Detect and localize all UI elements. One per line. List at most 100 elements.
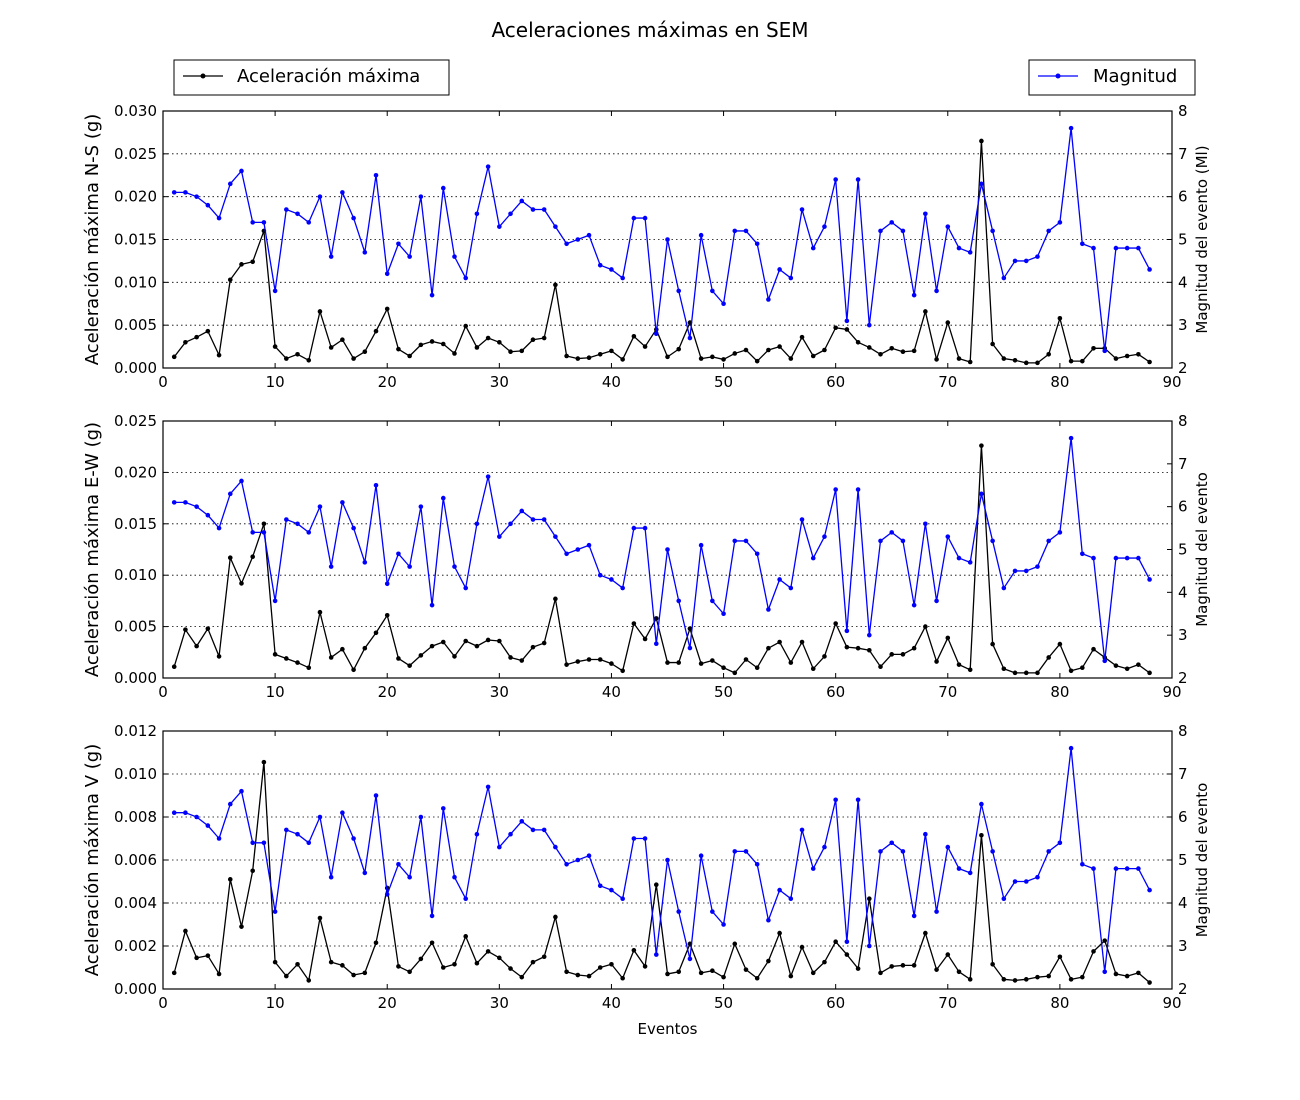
data-point-accel-ns bbox=[597, 351, 603, 357]
data-point-accel-ew bbox=[216, 654, 222, 659]
data-point-mag-ew bbox=[440, 495, 446, 501]
y2-tick-label-v: 8 bbox=[1178, 722, 1188, 740]
x-tick-label-ns: 0 bbox=[158, 373, 168, 391]
data-point-accel-ew bbox=[530, 644, 536, 650]
data-point-mag-v bbox=[766, 917, 771, 923]
data-point-accel-v bbox=[239, 924, 244, 929]
data-point-accel-v bbox=[1124, 973, 1130, 979]
y2-axis-label-v: Magnitud del evento bbox=[1193, 783, 1211, 938]
data-point-mag-ns bbox=[1080, 241, 1085, 247]
data-point-mag-v bbox=[351, 836, 356, 841]
data-point-mag-ew bbox=[250, 530, 255, 535]
y-tick-label-v: 0.002 bbox=[114, 937, 157, 955]
data-point-mag-ew bbox=[284, 517, 289, 522]
data-point-accel-v bbox=[945, 952, 951, 957]
data-point-accel-ew bbox=[855, 645, 861, 651]
data-point-mag-ns bbox=[653, 331, 659, 337]
data-point-mag-ew bbox=[687, 645, 693, 651]
y2-tick-label-ew: 4 bbox=[1178, 583, 1188, 601]
data-point-mag-v bbox=[586, 853, 592, 858]
data-point-mag-ew bbox=[508, 521, 513, 527]
data-point-accel-ew bbox=[934, 659, 939, 664]
data-point-mag-ew bbox=[833, 487, 838, 492]
data-point-accel-ew bbox=[362, 645, 368, 651]
data-point-accel-v bbox=[541, 954, 547, 960]
data-point-mag-ns bbox=[945, 224, 951, 229]
data-point-mag-ns bbox=[564, 241, 569, 247]
data-point-mag-v bbox=[205, 823, 211, 828]
data-point-accel-v bbox=[440, 965, 446, 970]
data-point-mag-ns bbox=[1012, 258, 1018, 264]
data-point-mag-ns bbox=[788, 275, 794, 281]
data-point-accel-ew bbox=[665, 660, 670, 665]
data-point-mag-ns bbox=[665, 237, 670, 242]
data-point-mag-v bbox=[1080, 862, 1085, 867]
data-point-mag-v bbox=[900, 849, 906, 854]
data-point-mag-ew bbox=[171, 500, 177, 505]
data-point-mag-ew bbox=[642, 525, 648, 531]
data-point-accel-ew bbox=[743, 657, 749, 662]
data-point-mag-v bbox=[911, 913, 917, 919]
data-point-mag-ns bbox=[979, 181, 984, 187]
y2-tick-label-ns: 6 bbox=[1178, 188, 1188, 206]
data-point-mag-v bbox=[1023, 879, 1029, 884]
y-tick-label-ew: 0.010 bbox=[114, 566, 157, 584]
data-point-accel-ns bbox=[1012, 357, 1018, 363]
y-tick-label-ns: 0.015 bbox=[114, 231, 157, 249]
data-point-mag-ns bbox=[855, 177, 861, 182]
data-point-accel-ns bbox=[911, 348, 917, 354]
data-point-accel-ew bbox=[575, 659, 581, 664]
data-point-accel-ew bbox=[878, 664, 883, 669]
data-point-accel-ew bbox=[1147, 670, 1152, 676]
x-tick-label-ns: 50 bbox=[714, 373, 733, 391]
data-point-mag-v bbox=[967, 870, 973, 876]
data-point-accel-ns bbox=[878, 351, 883, 357]
data-point-mag-v bbox=[1102, 969, 1108, 975]
data-point-accel-v bbox=[1068, 977, 1074, 982]
data-point-mag-ew bbox=[777, 577, 782, 582]
data-point-accel-ns bbox=[575, 356, 581, 361]
data-point-accel-ns bbox=[788, 356, 794, 361]
y-tick-label-v: 0.000 bbox=[114, 980, 157, 998]
data-point-accel-ew bbox=[967, 667, 973, 673]
data-point-accel-v bbox=[575, 972, 581, 978]
data-point-accel-ew bbox=[710, 658, 715, 663]
data-point-mag-v bbox=[777, 887, 782, 893]
data-point-accel-ew bbox=[407, 663, 412, 668]
data-point-accel-v bbox=[810, 970, 816, 976]
data-point-accel-ew bbox=[171, 664, 177, 669]
data-point-accel-ns bbox=[822, 347, 827, 353]
data-point-mag-ew bbox=[710, 598, 715, 604]
y-tick-label-ns: 0.025 bbox=[114, 145, 157, 163]
data-point-mag-ns bbox=[1124, 245, 1130, 251]
x-tick-label-v: 30 bbox=[490, 994, 509, 1012]
panel-v: 0.000 0.002 0.004 0.006 0.008 0.010 0.012 2 3 4 5 6… bbox=[82, 722, 1211, 1038]
data-point-accel-ew bbox=[227, 555, 233, 561]
data-point-mag-ew bbox=[1147, 577, 1152, 582]
data-point-mag-ew bbox=[721, 611, 726, 617]
data-point-mag-ns bbox=[351, 215, 356, 221]
data-point-mag-ew bbox=[698, 542, 704, 548]
data-point-accel-ns bbox=[205, 328, 211, 334]
data-point-mag-ns bbox=[183, 190, 188, 195]
data-point-mag-ew bbox=[867, 632, 872, 638]
data-point-accel-ns bbox=[799, 334, 805, 340]
figure-title: Aceleraciones máximas en SEM bbox=[491, 18, 808, 42]
data-point-accel-ew bbox=[799, 639, 805, 645]
data-point-accel-ew bbox=[1035, 670, 1040, 676]
data-point-mag-ew bbox=[351, 525, 356, 531]
x-tick-label-ns: 70 bbox=[938, 373, 957, 391]
data-point-accel-ew bbox=[1124, 666, 1130, 672]
data-point-accel-v bbox=[967, 977, 973, 982]
data-point-mag-ns bbox=[1001, 275, 1007, 281]
y-tick-label-v: 0.008 bbox=[114, 808, 157, 826]
data-point-accel-ns bbox=[216, 352, 222, 358]
data-point-accel-ew bbox=[754, 665, 760, 671]
data-point-mag-ns bbox=[900, 228, 906, 234]
y-tick-label-v: 0.004 bbox=[114, 894, 157, 912]
data-point-accel-ew bbox=[889, 652, 895, 657]
data-point-mag-ew bbox=[564, 551, 569, 557]
data-point-accel-ns bbox=[945, 320, 951, 325]
data-point-accel-v bbox=[306, 978, 312, 983]
data-point-accel-ew bbox=[822, 654, 827, 659]
